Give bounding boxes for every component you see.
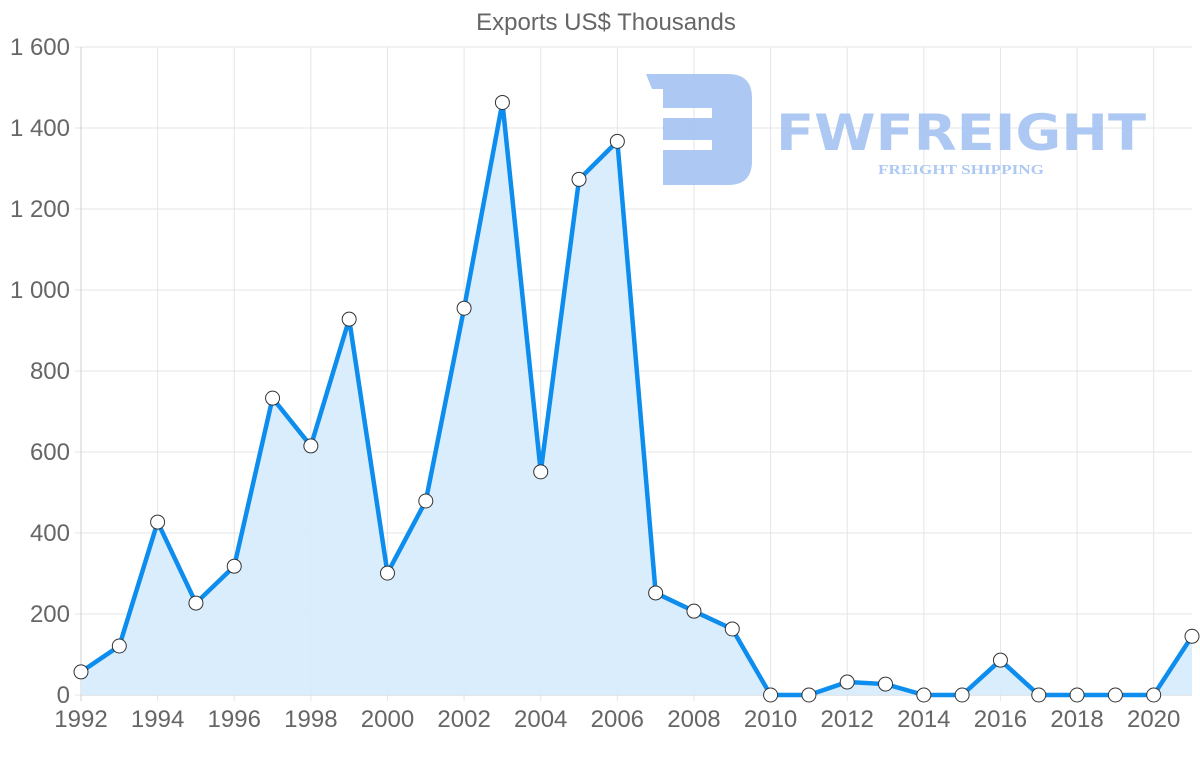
y-tick-label: 400 <box>30 520 70 547</box>
data-point-2014[interactable] <box>916 687 932 703</box>
data-point-2004[interactable] <box>533 464 549 480</box>
y-tick-label: 800 <box>30 358 70 385</box>
data-point-2005[interactable] <box>571 171 587 187</box>
data-point-1997[interactable] <box>265 390 281 406</box>
data-point-2011[interactable] <box>801 687 817 703</box>
data-point-1993[interactable] <box>111 638 127 654</box>
data-point-2007[interactable] <box>648 585 664 601</box>
data-markers <box>73 94 1200 703</box>
brand-name: FWFREIGHT <box>776 104 1146 162</box>
data-point-1998[interactable] <box>303 438 319 454</box>
area-fill <box>81 102 1192 696</box>
data-point-2021[interactable] <box>1184 628 1200 644</box>
x-axis-ticks: 1992 1994 1996 1998 2000 2002 2004 2006 2008 2010… <box>54 706 1180 733</box>
data-point-1996[interactable] <box>226 558 242 574</box>
x-tick-label: 1998 <box>284 706 337 733</box>
x-tick-label: 1996 <box>208 706 261 733</box>
y-axis-ticks: 0 200 400 600 800 1 000 1 200 1 400 1 600 <box>10 34 70 709</box>
data-point-2015[interactable] <box>954 687 970 703</box>
x-tick-label: 1994 <box>131 706 184 733</box>
y-tick-label: 1 000 <box>10 277 70 304</box>
x-tick-label: 2004 <box>514 706 567 733</box>
x-tick-label: 2006 <box>591 706 644 733</box>
data-point-2006[interactable] <box>609 133 625 149</box>
data-point-2016[interactable] <box>992 652 1008 668</box>
y-tick-label: 0 <box>57 682 70 709</box>
x-tick-label: 2016 <box>974 706 1027 733</box>
y-tick-label: 600 <box>30 439 70 466</box>
x-tick-label: 2010 <box>744 706 797 733</box>
y-tick-label: 1 200 <box>10 196 70 223</box>
data-point-2012[interactable] <box>839 674 855 690</box>
data-point-2018[interactable] <box>1069 687 1085 703</box>
data-point-2010[interactable] <box>763 687 779 703</box>
data-point-2003[interactable] <box>494 94 510 110</box>
data-line <box>79 100 1194 698</box>
data-point-2001[interactable] <box>418 493 434 509</box>
x-tick-label: 2018 <box>1050 706 1103 733</box>
data-point-2008[interactable] <box>686 603 702 619</box>
data-point-2000[interactable] <box>379 565 395 581</box>
y-tick-label: 200 <box>30 601 70 628</box>
x-tick-label: 2014 <box>897 706 950 733</box>
brand-logo-icon <box>646 74 752 185</box>
data-point-1994[interactable] <box>150 514 166 530</box>
y-tick-label: 1 600 <box>10 34 70 61</box>
data-point-2020[interactable] <box>1146 687 1162 703</box>
area-path <box>81 102 1192 696</box>
x-tick-label: 1992 <box>54 706 107 733</box>
y-tick-label: 1 400 <box>10 115 70 142</box>
x-tick-label: 2002 <box>437 706 490 733</box>
data-point-2017[interactable] <box>1031 687 1047 703</box>
data-point-1995[interactable] <box>188 595 204 611</box>
x-tick-label: 2000 <box>361 706 414 733</box>
data-point-2002[interactable] <box>456 300 472 316</box>
brand-tagline: FREIGHT SHIPPING <box>878 163 1044 178</box>
x-tick-label: 2020 <box>1127 706 1180 733</box>
chart-title: Exports US$ Thousands <box>476 9 736 36</box>
data-point-2009[interactable] <box>724 621 740 637</box>
data-point-2019[interactable] <box>1107 687 1123 703</box>
brand-watermark: FWFREIGHT FREIGHT SHIPPING <box>646 74 1146 185</box>
x-tick-label: 2008 <box>667 706 720 733</box>
data-point-1999[interactable] <box>341 311 357 327</box>
series-line <box>79 100 1194 698</box>
data-point-2013[interactable] <box>878 676 894 692</box>
x-tick-label: 2012 <box>821 706 874 733</box>
data-point-1992[interactable] <box>73 664 89 680</box>
